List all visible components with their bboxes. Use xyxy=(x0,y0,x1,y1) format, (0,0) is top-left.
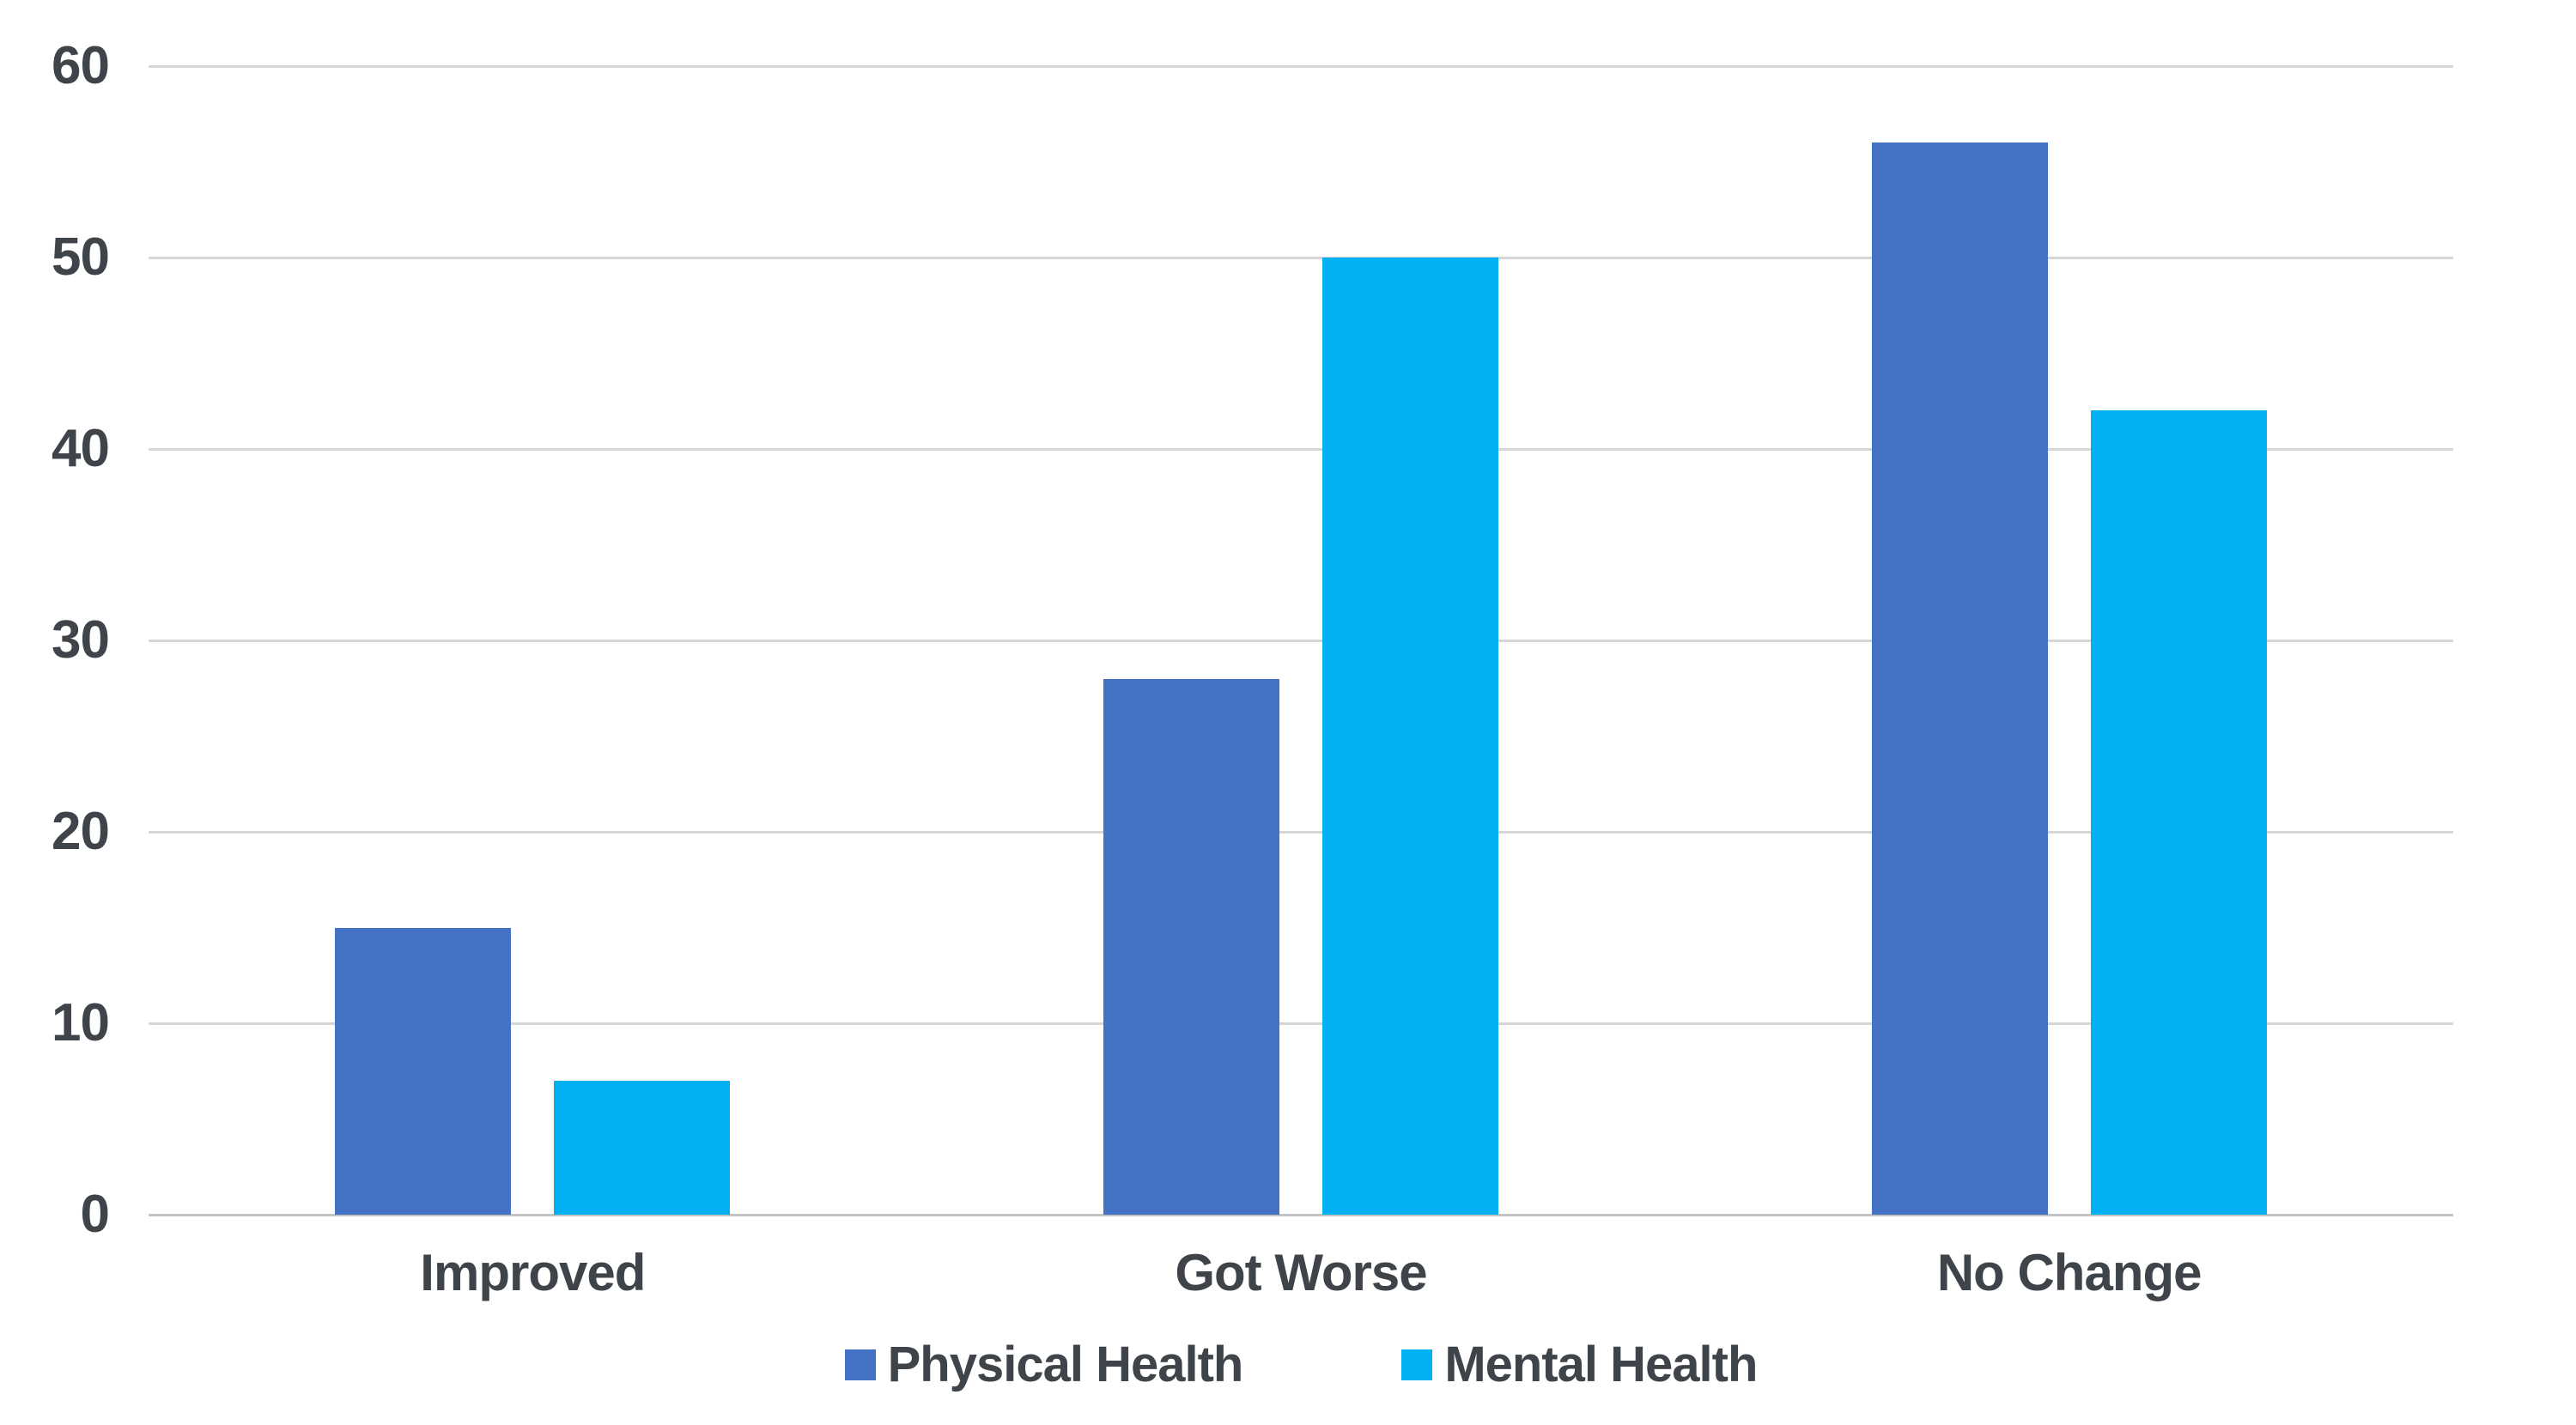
bars-layer xyxy=(149,66,2453,1215)
bar-group-got-worse xyxy=(917,66,1686,1215)
gridlines-layer xyxy=(149,64,2453,1216)
bar-group-no-change xyxy=(1685,66,2453,1215)
y-tick-label: 40 xyxy=(52,419,110,479)
plot-area xyxy=(149,64,2453,1216)
gridline xyxy=(149,1022,2453,1025)
gridline xyxy=(149,64,2453,68)
bar-group-improved xyxy=(149,66,917,1215)
bar-physical-health-no-change xyxy=(1871,142,2048,1215)
gridline xyxy=(149,447,2453,451)
bar-mental-health-no-change xyxy=(2090,410,2267,1215)
y-axis-labels: 0 10 20 30 40 50 60 xyxy=(0,39,110,1241)
x-category-label: Improved xyxy=(420,1244,646,1301)
y-tick-label: 60 xyxy=(52,36,110,95)
x-category-label: Got Worse xyxy=(1175,1244,1427,1301)
bar-mental-health-improved xyxy=(554,1080,731,1215)
y-tick-label: 10 xyxy=(52,993,110,1053)
legend-item-mental-health: Mental Health xyxy=(1401,1332,1758,1398)
y-tick-label: 30 xyxy=(52,610,110,670)
legend-label: Physical Health xyxy=(887,1337,1244,1392)
x-category-label: No Change xyxy=(1936,1244,2202,1301)
y-tick-label: 50 xyxy=(52,227,110,287)
bar-physical-health-improved xyxy=(335,927,512,1215)
x-axis-line xyxy=(149,1213,2453,1216)
gridline xyxy=(149,256,2453,259)
y-tick-label: 20 xyxy=(52,802,110,862)
legend-label: Mental Health xyxy=(1444,1337,1758,1392)
x-axis-labels: Improved Got Worse No Change xyxy=(149,1242,2453,1304)
bar-physical-health-got-worse xyxy=(1103,678,1279,1215)
gridline xyxy=(149,639,2453,642)
y-tick-label: 0 xyxy=(80,1185,110,1244)
legend-item-physical-health: Physical Health xyxy=(844,1332,1244,1398)
bar-mental-health-got-worse xyxy=(1321,258,1498,1215)
legend-swatch-mental-health xyxy=(1401,1349,1433,1380)
gridline xyxy=(149,830,2453,834)
legend: Physical Health Mental Health xyxy=(149,1332,2453,1398)
legend-swatch-physical-health xyxy=(844,1349,876,1380)
